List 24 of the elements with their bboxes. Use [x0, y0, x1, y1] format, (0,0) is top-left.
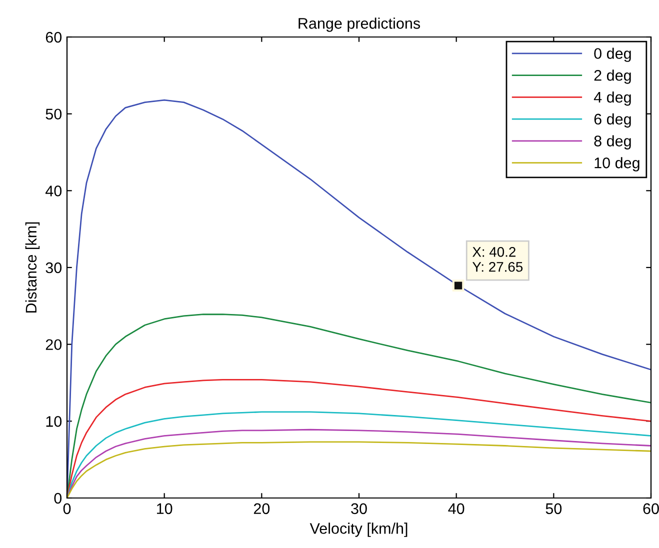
y-tick-label: 60 [46, 32, 62, 43]
legend-label: 10 deg [594, 157, 640, 172]
chart-title: Range predictions [298, 18, 420, 32]
legend-label: 4 deg [594, 91, 631, 106]
legend-label: 8 deg [594, 135, 631, 150]
annotation: X: 40.2 Y: 27.65 [472, 247, 523, 272]
x-tick-label: 60 [643, 503, 659, 514]
x-tick-label: 30 [351, 503, 367, 514]
y-tick-label: 10 [46, 416, 62, 427]
legend-label: 6 deg [594, 113, 631, 128]
x-axis-title: Velocity [km/h] [310, 522, 408, 537]
x-tick-label: 20 [254, 503, 270, 514]
x-tick-label: 40 [448, 503, 464, 514]
legend-label: 2 deg [594, 70, 631, 84]
y-tick-label: 40 [46, 186, 62, 196]
y-tick-label: 0 [54, 492, 62, 504]
x-tick-label: 0 [63, 503, 71, 514]
y-tick-label: 50 [46, 108, 62, 120]
y-tick-label: 20 [46, 339, 62, 350]
legend-label: 0 deg [594, 48, 631, 62]
x-tick-label: 10 [157, 503, 172, 514]
y-tick-label: 30 [46, 262, 62, 274]
x-tick-label: 50 [546, 503, 562, 514]
y-axis-title: Distance [km] [25, 222, 40, 313]
